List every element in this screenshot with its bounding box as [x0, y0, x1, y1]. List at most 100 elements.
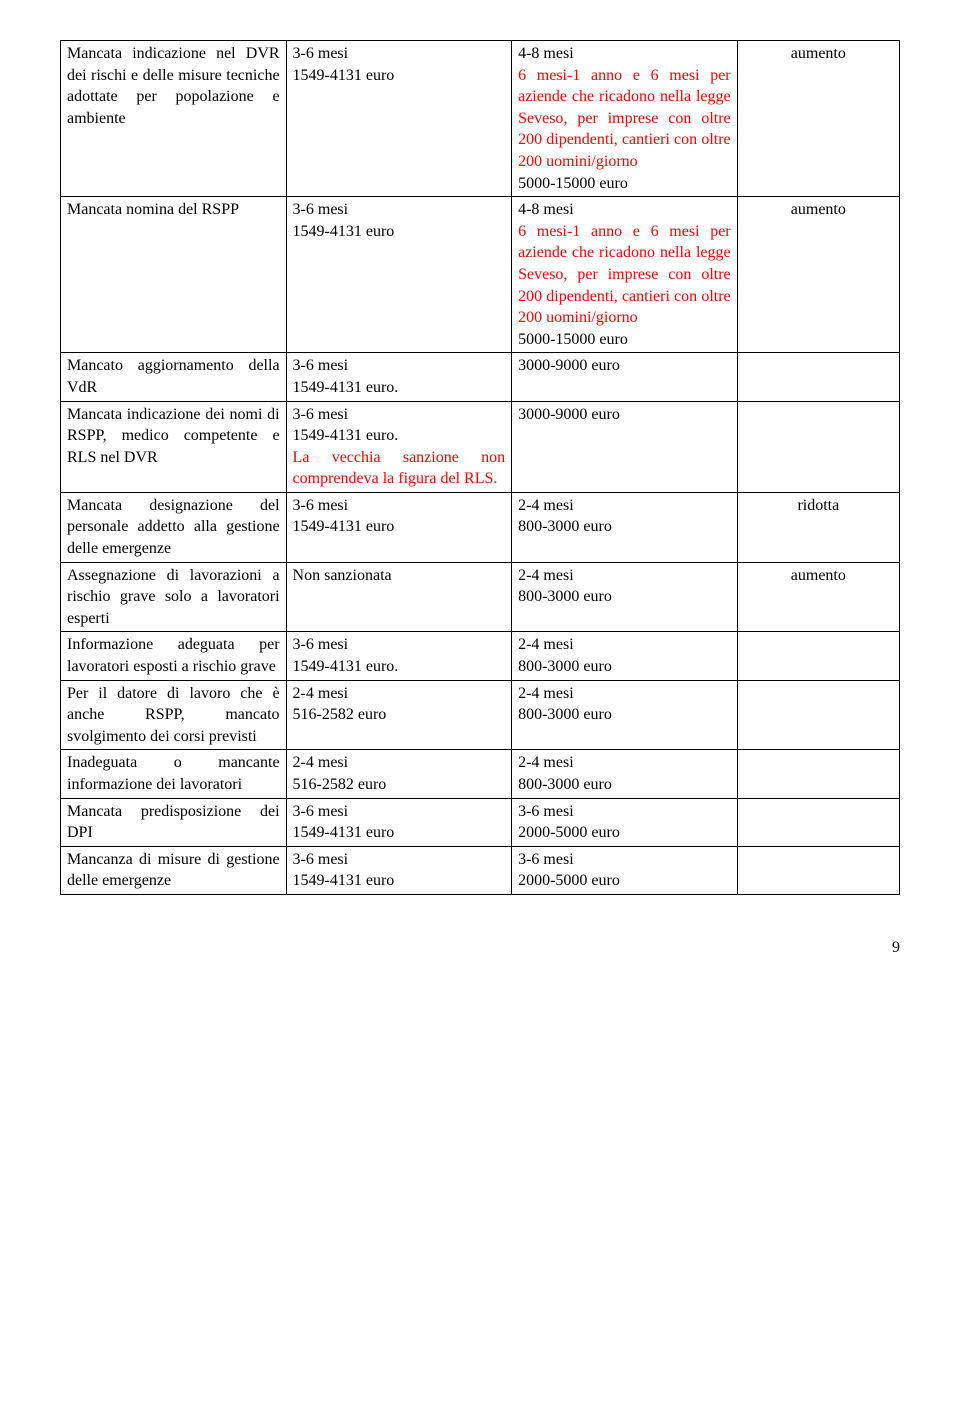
- change-cell: [737, 680, 899, 750]
- cell-text: 2-4 mesi: [518, 567, 574, 584]
- cell-text: 516-2582 euro: [293, 706, 387, 723]
- change-cell: [737, 353, 899, 401]
- change-cell: ridotta: [737, 492, 899, 562]
- cell-text: 800-3000 euro: [518, 588, 612, 605]
- cell-text: 2-4 mesi: [518, 636, 574, 653]
- cell-text: 2-4 mesi: [293, 754, 349, 771]
- cell-text: Mancato aggiornamento della VdR: [67, 357, 280, 396]
- cell-text: 3-6 mesi: [518, 803, 574, 820]
- new-sanction-cell: 3000-9000 euro: [512, 353, 738, 401]
- violation-cell: Assegnazione di lavorazioni a rischio gr…: [61, 562, 287, 632]
- violation-cell: Mancata indicazione dei nomi di RSPP, me…: [61, 401, 287, 492]
- page-number: 9: [60, 939, 900, 957]
- change-cell: [737, 798, 899, 846]
- violation-cell: Per il datore di lavoro che è anche RSPP…: [61, 680, 287, 750]
- cell-text: 516-2582 euro: [293, 776, 387, 793]
- violation-cell: Mancata predisposizione dei DPI: [61, 798, 287, 846]
- cell-text: 2-4 mesi: [293, 685, 349, 702]
- table-row: Per il datore di lavoro che è anche RSPP…: [61, 680, 900, 750]
- cell-text: Mancata nomina del RSPP: [67, 201, 239, 218]
- table-row: Mancanza di misure di gestione delle eme…: [61, 846, 900, 894]
- table-row: Mancata designazione del personale addet…: [61, 492, 900, 562]
- cell-text: 3-6 mesi: [293, 357, 349, 374]
- new-sanction-cell: 2-4 mesi800-3000 euro: [512, 750, 738, 798]
- old-sanction-cell: 3-6 mesi 1549-4131 euro. La vecchia sanzio…: [286, 401, 512, 492]
- cell-text: 3-6 mesi: [293, 851, 349, 868]
- cell-text: Mancata predisposizione dei DPI: [67, 803, 280, 842]
- change-cell: aumento: [737, 562, 899, 632]
- change-cell: aumento: [737, 197, 899, 353]
- cell-text: Mancata indicazione nel DVR dei rischi e…: [67, 45, 280, 127]
- table-row: Informazione adeguata per lavoratori esp…: [61, 632, 900, 680]
- new-sanction-cell: 2-4 mesi 800-3000 euro: [512, 680, 738, 750]
- cell-text: 3-6 mesi: [293, 497, 349, 514]
- cell-text: 800-3000 euro: [518, 776, 612, 793]
- cell-text: Inadeguata o mancante informazione dei l…: [67, 754, 280, 793]
- new-sanction-cell: 4-8 mesi6 mesi-1 anno e 6 mesi per azien…: [512, 197, 738, 353]
- violation-cell: Mancato aggiornamento della VdR: [61, 353, 287, 401]
- cell-text: 1549-4131 euro: [293, 518, 395, 535]
- cell-text: 3000-9000 euro: [518, 406, 620, 423]
- violation-cell: Mancanza di misure di gestione delle eme…: [61, 846, 287, 894]
- table-row: Mancata indicazione nel DVR dei rischi e…: [61, 41, 900, 197]
- old-sanction-cell: 3-6 mesi 1549-4131 euro: [286, 197, 512, 353]
- cell-text: 1549-4131 euro.: [293, 427, 399, 444]
- old-sanction-cell: 3-6 mesi 1549-4131 euro: [286, 492, 512, 562]
- old-sanction-cell: 2-4 mesi 516-2582 euro: [286, 680, 512, 750]
- cell-text: Informazione adeguata per lavoratori esp…: [67, 636, 280, 675]
- cell-text: 3000-9000 euro: [518, 357, 620, 374]
- change-cell: [737, 846, 899, 894]
- cell-text: 5000-15000 euro: [518, 331, 628, 348]
- cell-text: 1549-4131 euro: [293, 872, 395, 889]
- cell-text: La vecchia sanzione non comprendeva la f…: [293, 449, 506, 488]
- cell-text: 800-3000 euro: [518, 658, 612, 675]
- cell-text: Mancanza di misure di gestione delle eme…: [67, 851, 280, 890]
- change-cell: [737, 750, 899, 798]
- change-cell: aumento: [737, 41, 899, 197]
- sanctions-table: Mancata indicazione nel DVR dei rischi e…: [60, 40, 900, 895]
- cell-text: 2000-5000 euro: [518, 824, 620, 841]
- cell-text: 3-6 mesi: [518, 851, 574, 868]
- new-sanction-cell: 3-6 mesi 2000-5000 euro: [512, 798, 738, 846]
- new-sanction-cell: 2-4 mesi 800-3000 euro: [512, 492, 738, 562]
- change-cell: [737, 632, 899, 680]
- cell-text: Mancata indicazione dei nomi di RSPP, me…: [67, 406, 280, 466]
- cell-text: 1549-4131 euro: [293, 67, 395, 84]
- cell-text: Non sanzionata: [293, 567, 392, 584]
- cell-text: Mancata designazione del personale addet…: [67, 497, 280, 557]
- new-sanction-cell: 3-6 mesi2000-5000 euro: [512, 846, 738, 894]
- table-row: Inadeguata o mancante informazione dei l…: [61, 750, 900, 798]
- cell-text: 3-6 mesi: [293, 636, 349, 653]
- old-sanction-cell: 3-6 mesi 1549-4131 euro: [286, 798, 512, 846]
- violation-cell: Mancata nomina del RSPP: [61, 197, 287, 353]
- cell-text: 5000-15000 euro: [518, 175, 628, 192]
- table-row: Mancato aggiornamento della VdR3-6 mesi1…: [61, 353, 900, 401]
- cell-text: 2-4 mesi: [518, 685, 574, 702]
- cell-text: 800-3000 euro: [518, 706, 612, 723]
- table-row: Mancata nomina del RSPP 3-6 mesi 1549-4131…: [61, 197, 900, 353]
- violation-cell: Mancata indicazione nel DVR dei rischi e…: [61, 41, 287, 197]
- cell-text: 3-6 mesi: [293, 803, 349, 820]
- violation-cell: Mancata designazione del personale addet…: [61, 492, 287, 562]
- cell-text: Assegnazione di lavorazioni a rischio gr…: [67, 567, 280, 627]
- old-sanction-cell: 3-6 mesi1549-4131 euro.: [286, 353, 512, 401]
- table-row: Assegnazione di lavorazioni a rischio gr…: [61, 562, 900, 632]
- old-sanction-cell: Non sanzionata: [286, 562, 512, 632]
- cell-text: 3-6 mesi: [293, 201, 349, 218]
- new-sanction-cell: 2-4 mesi 800-3000 euro: [512, 562, 738, 632]
- table-row: Mancata predisposizione dei DPI 3-6 mesi 1…: [61, 798, 900, 846]
- violation-cell: Inadeguata o mancante informazione dei l…: [61, 750, 287, 798]
- cell-text: 1549-4131 euro.: [293, 658, 399, 675]
- cell-text: 800-3000 euro: [518, 518, 612, 535]
- cell-text: 4-8 mesi: [518, 201, 574, 218]
- cell-text: 1549-4131 euro: [293, 824, 395, 841]
- cell-text: 2-4 mesi: [518, 497, 574, 514]
- change-cell: [737, 401, 899, 492]
- cell-text: 1549-4131 euro: [293, 223, 395, 240]
- violation-cell: Informazione adeguata per lavoratori esp…: [61, 632, 287, 680]
- old-sanction-cell: 3-6 mesi 1549-4131 euro: [286, 41, 512, 197]
- cell-text: 3-6 mesi: [293, 406, 349, 423]
- cell-text: 3-6 mesi: [293, 45, 349, 62]
- cell-text: 6 mesi-1 anno e 6 mesi per aziende che r…: [518, 67, 731, 170]
- new-sanction-cell: 4-8 mesi6 mesi-1 anno e 6 mesi per azien…: [512, 41, 738, 197]
